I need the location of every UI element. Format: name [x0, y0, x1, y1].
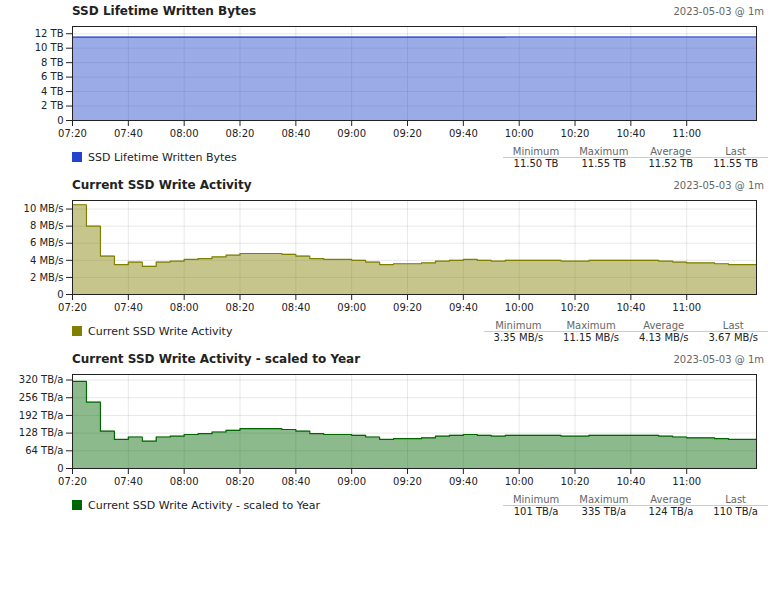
html-text:11.50 TB: 11.50 TB — [513, 157, 559, 169]
html-text:Current SSD Write Activity: Current SSD Write Activity — [72, 178, 252, 192]
html-text:SSD Lifetime Written Bytes: SSD Lifetime Written Bytes — [88, 150, 237, 164]
svg-text:07:20: 07:20 — [58, 128, 87, 139]
svg-text:64 TB/a: 64 TB/a — [25, 445, 63, 456]
svg-text:128 TB/a: 128 TB/a — [19, 427, 64, 438]
svg-text:0: 0 — [57, 289, 63, 300]
html-text:Maximum: Maximum — [579, 145, 629, 157]
svg-text:08:00: 08:00 — [170, 128, 199, 139]
svg-text:11:00: 11:00 — [672, 128, 701, 139]
svg-text:10 MB/s: 10 MB/s — [24, 203, 64, 214]
html-text:Minimum: Minimum — [495, 319, 542, 331]
svg-text:09:40: 09:40 — [449, 476, 478, 487]
svg-text:08:40: 08:40 — [281, 302, 310, 313]
svg-text:12 TB: 12 TB — [35, 28, 64, 39]
svg-text:10:40: 10:40 — [616, 302, 645, 313]
svg-text:08:20: 08:20 — [226, 476, 255, 487]
html-text:Minimum: Minimum — [512, 493, 560, 505]
html-text:11.52 TB: 11.52 TB — [648, 157, 694, 169]
html-text:11.15 MB/s: 11.15 MB/s — [563, 331, 619, 343]
svg-text:10:20: 10:20 — [561, 302, 590, 313]
html-text:Last: Last — [722, 319, 744, 331]
html-text:Maximum: Maximum — [566, 319, 616, 331]
html-text:Last: Last — [725, 493, 746, 505]
svg-text:10:20: 10:20 — [561, 128, 590, 139]
svg-text:10:00: 10:00 — [505, 302, 534, 313]
svg-text:07:40: 07:40 — [114, 302, 143, 313]
svg-text:320 TB/a: 320 TB/a — [19, 374, 64, 385]
html-text:3.67 MB/s: 3.67 MB/s — [708, 331, 758, 343]
html-text:2023-05-03 @ 1m: 2023-05-03 @ 1m — [673, 354, 764, 365]
svg-text:192 TB/a: 192 TB/a — [19, 410, 64, 421]
svg-text:8 TB: 8 TB — [41, 57, 64, 68]
html-text:2023-05-03 @ 1m: 2023-05-03 @ 1m — [673, 180, 764, 191]
html-text:11.55 TB: 11.55 TB — [713, 157, 758, 169]
html-text:4.13 MB/s: 4.13 MB/s — [639, 331, 689, 343]
html-text:Average: Average — [650, 493, 692, 505]
html-text:Current SSD Write Activity - s: Current SSD Write Activity - scaled to Y… — [72, 352, 361, 366]
svg-text:4 MB/s: 4 MB/s — [30, 255, 64, 266]
html-text:Last: Last — [725, 145, 746, 157]
svg-text:09:00: 09:00 — [337, 476, 366, 487]
html-text:3.35 MB/s: 3.35 MB/s — [493, 331, 544, 343]
svg-text:6 MB/s: 6 MB/s — [30, 237, 64, 248]
html-text:SSD Lifetime Written Bytes: SSD Lifetime Written Bytes — [72, 4, 257, 18]
html-text:2023-05-03 @ 1m: 2023-05-03 @ 1m — [673, 6, 764, 17]
svg-text:6 TB: 6 TB — [41, 71, 64, 82]
svg-text:08:20: 08:20 — [226, 128, 255, 139]
svg-text:08:00: 08:00 — [170, 302, 199, 313]
svg-text:07:40: 07:40 — [114, 476, 143, 487]
svg-text:07:40: 07:40 — [114, 128, 143, 139]
html-text:335 TB/a: 335 TB/a — [581, 505, 627, 517]
svg-text:256 TB/a: 256 TB/a — [19, 392, 64, 403]
svg-text:2 MB/s: 2 MB/s — [30, 272, 64, 283]
svg-text:09:20: 09:20 — [393, 128, 422, 139]
svg-text:0: 0 — [57, 463, 63, 474]
svg-text:09:00: 09:00 — [337, 128, 366, 139]
svg-text:08:40: 08:40 — [281, 476, 310, 487]
svg-text:09:40: 09:40 — [449, 302, 478, 313]
html-text:11.55 TB: 11.55 TB — [581, 157, 627, 169]
svg-text:09:00: 09:00 — [337, 302, 366, 313]
html-text:Average: Average — [643, 319, 685, 331]
html-text:101 TB/a: 101 TB/a — [513, 505, 559, 517]
svg-text:10:00: 10:00 — [505, 128, 534, 139]
svg-text:07:20: 07:20 — [58, 302, 87, 313]
svg-text:08:40: 08:40 — [281, 128, 310, 139]
svg-text:2 TB: 2 TB — [41, 100, 64, 111]
svg-text:11:00: 11:00 — [672, 302, 701, 313]
svg-text:10 TB: 10 TB — [35, 42, 64, 53]
svg-text:07:20: 07:20 — [58, 476, 87, 487]
svg-text:0: 0 — [57, 115, 63, 126]
svg-text:10:20: 10:20 — [561, 476, 590, 487]
html-text:Current SSD Write Activity: Current SSD Write Activity — [88, 324, 233, 338]
html-text:Average: Average — [650, 145, 692, 157]
html-text:110 TB/a: 110 TB/a — [713, 505, 758, 517]
svg-text:08:20: 08:20 — [226, 302, 255, 313]
html-text:124 TB/a: 124 TB/a — [648, 505, 694, 517]
html-text:Maximum: Maximum — [579, 493, 629, 505]
svg-text:10:40: 10:40 — [616, 476, 645, 487]
svg-text:09:20: 09:20 — [393, 476, 422, 487]
svg-text:09:20: 09:20 — [393, 302, 422, 313]
svg-text:11:00: 11:00 — [672, 476, 701, 487]
svg-text:10:00: 10:00 — [505, 476, 534, 487]
svg-text:09:40: 09:40 — [449, 128, 478, 139]
svg-text:8 MB/s: 8 MB/s — [30, 220, 64, 231]
svg-text:10:40: 10:40 — [616, 128, 645, 139]
svg-text:08:00: 08:00 — [170, 476, 199, 487]
svg-text:4 TB: 4 TB — [41, 86, 64, 97]
html-text:Minimum: Minimum — [512, 145, 560, 157]
html-text:Current SSD Write Activity - s: Current SSD Write Activity - scaled to Y… — [88, 498, 320, 512]
